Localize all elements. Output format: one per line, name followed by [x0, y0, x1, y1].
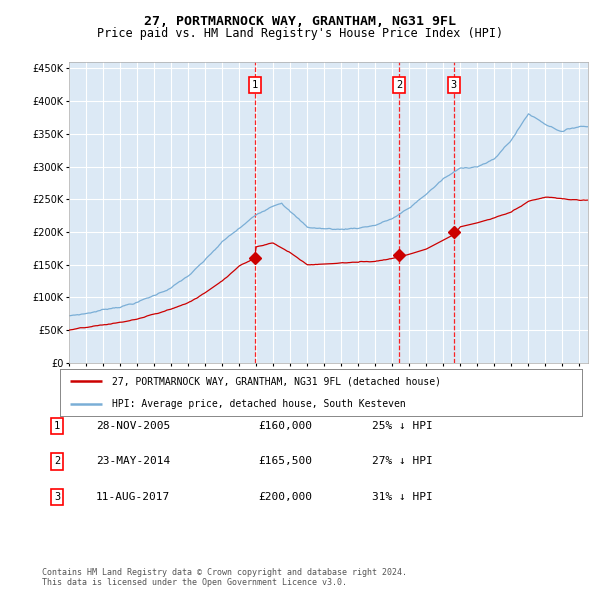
Text: 2: 2 [54, 457, 60, 466]
Text: 27, PORTMARNOCK WAY, GRANTHAM, NG31 9FL: 27, PORTMARNOCK WAY, GRANTHAM, NG31 9FL [144, 15, 456, 28]
Text: 31% ↓ HPI: 31% ↓ HPI [372, 492, 433, 502]
Text: 3: 3 [451, 80, 457, 90]
Text: 11-AUG-2017: 11-AUG-2017 [96, 492, 170, 502]
Text: 1: 1 [54, 421, 60, 431]
Text: Contains HM Land Registry data © Crown copyright and database right 2024.: Contains HM Land Registry data © Crown c… [42, 568, 407, 577]
Text: £200,000: £200,000 [258, 492, 312, 502]
Text: 27, PORTMARNOCK WAY, GRANTHAM, NG31 9FL (detached house): 27, PORTMARNOCK WAY, GRANTHAM, NG31 9FL … [112, 376, 441, 386]
Text: £160,000: £160,000 [258, 421, 312, 431]
Text: 2: 2 [396, 80, 402, 90]
Text: 28-NOV-2005: 28-NOV-2005 [96, 421, 170, 431]
Text: HPI: Average price, detached house, South Kesteven: HPI: Average price, detached house, Sout… [112, 399, 406, 409]
Text: £165,500: £165,500 [258, 457, 312, 466]
Text: 23-MAY-2014: 23-MAY-2014 [96, 457, 170, 466]
Text: Price paid vs. HM Land Registry's House Price Index (HPI): Price paid vs. HM Land Registry's House … [97, 27, 503, 40]
Text: 3: 3 [54, 492, 60, 502]
Text: This data is licensed under the Open Government Licence v3.0.: This data is licensed under the Open Gov… [42, 578, 347, 587]
Text: 25% ↓ HPI: 25% ↓ HPI [372, 421, 433, 431]
Text: 27% ↓ HPI: 27% ↓ HPI [372, 457, 433, 466]
Text: 1: 1 [251, 80, 258, 90]
